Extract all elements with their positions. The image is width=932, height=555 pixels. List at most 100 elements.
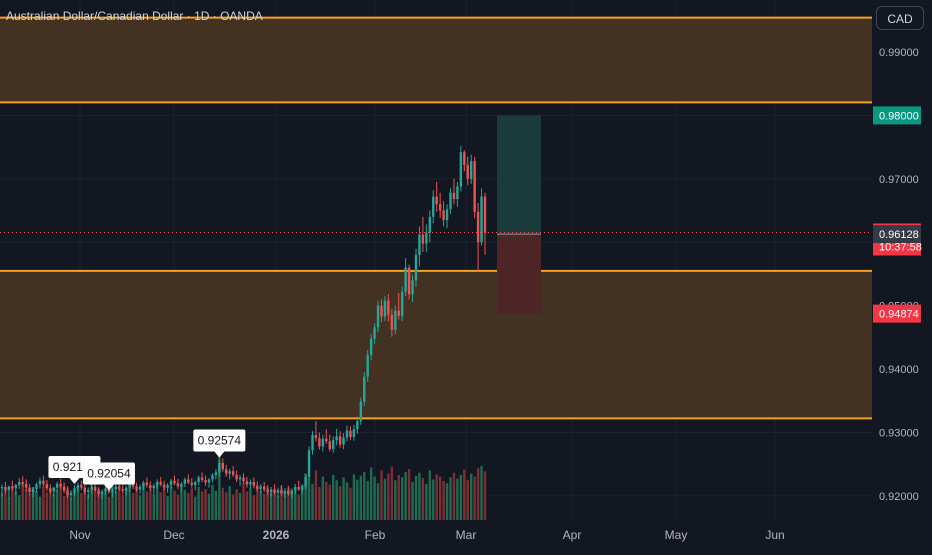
- candle[interactable]: [135, 482, 138, 493]
- candle[interactable]: [49, 484, 52, 494]
- candle[interactable]: [414, 248, 418, 287]
- candle[interactable]: [245, 476, 249, 488]
- candle[interactable]: [225, 464, 228, 477]
- candle[interactable]: [335, 428, 338, 446]
- candle[interactable]: [52, 487, 55, 497]
- candle[interactable]: [159, 476, 162, 487]
- stop-loss-area[interactable]: [497, 234, 541, 314]
- candle[interactable]: [38, 477, 42, 489]
- candle[interactable]: [183, 477, 187, 488]
- candle[interactable]: [11, 480, 14, 491]
- candle[interactable]: [459, 145, 463, 192]
- candle[interactable]: [466, 156, 469, 186]
- candle[interactable]: [349, 426, 352, 441]
- candle[interactable]: [300, 484, 304, 495]
- candle[interactable]: [197, 475, 200, 486]
- candle[interactable]: [69, 490, 73, 501]
- candle[interactable]: [121, 485, 124, 494]
- candle[interactable]: [156, 479, 159, 489]
- candle[interactable]: [369, 334, 373, 361]
- candle[interactable]: [307, 446, 311, 481]
- candle[interactable]: [463, 150, 466, 172]
- candle[interactable]: [438, 192, 442, 219]
- candle[interactable]: [366, 350, 369, 382]
- candle[interactable]: [190, 478, 193, 488]
- price-label-stop[interactable]: 0.94874: [873, 304, 921, 323]
- candle[interactable]: [76, 482, 80, 493]
- candle[interactable]: [31, 487, 35, 498]
- candle[interactable]: [418, 226, 421, 267]
- candle[interactable]: [294, 483, 297, 494]
- currency-button[interactable]: CAD: [876, 6, 924, 30]
- candle[interactable]: [483, 192, 487, 255]
- candle[interactable]: [14, 483, 17, 496]
- candle[interactable]: [470, 154, 473, 184]
- candle[interactable]: [145, 477, 149, 488]
- price-callout[interactable]: 0.92574: [193, 429, 246, 458]
- candle[interactable]: [311, 431, 314, 455]
- candle[interactable]: [421, 216, 425, 252]
- candle[interactable]: [125, 485, 128, 496]
- candle[interactable]: [238, 474, 242, 486]
- candle[interactable]: [166, 483, 169, 493]
- candle[interactable]: [452, 178, 456, 205]
- candle[interactable]: [21, 476, 24, 488]
- candle[interactable]: [180, 481, 183, 492]
- candle[interactable]: [428, 210, 431, 243]
- candle[interactable]: [200, 472, 204, 482]
- candle[interactable]: [138, 484, 142, 494]
- candle[interactable]: [380, 299, 383, 323]
- candle[interactable]: [266, 485, 269, 496]
- candle[interactable]: [314, 421, 318, 442]
- candle[interactable]: [173, 475, 176, 486]
- candle[interactable]: [56, 481, 59, 492]
- candle[interactable]: [304, 473, 307, 490]
- candle[interactable]: [401, 286, 404, 321]
- candle[interactable]: [28, 483, 31, 496]
- candle[interactable]: [425, 224, 428, 252]
- candle[interactable]: [62, 482, 66, 494]
- candle[interactable]: [231, 466, 235, 477]
- candle[interactable]: [338, 431, 342, 448]
- candle[interactable]: [273, 484, 276, 495]
- candle[interactable]: [59, 478, 62, 489]
- candle[interactable]: [114, 483, 118, 494]
- candle[interactable]: [473, 156, 476, 219]
- candle[interactable]: [356, 416, 359, 434]
- candle[interactable]: [97, 487, 100, 498]
- candle[interactable]: [269, 487, 273, 497]
- candle[interactable]: [342, 433, 345, 449]
- candle[interactable]: [187, 474, 190, 484]
- candle[interactable]: [242, 473, 245, 484]
- candle[interactable]: [80, 480, 83, 491]
- candle[interactable]: [373, 323, 376, 344]
- candle[interactable]: [228, 468, 231, 480]
- candle[interactable]: [352, 424, 356, 441]
- candle[interactable]: [221, 458, 224, 472]
- candle[interactable]: [7, 485, 11, 499]
- candle[interactable]: [318, 432, 321, 450]
- candle[interactable]: [256, 481, 259, 492]
- candle[interactable]: [42, 475, 45, 486]
- candle[interactable]: [442, 201, 445, 227]
- candle[interactable]: [18, 478, 21, 489]
- candle[interactable]: [259, 483, 262, 494]
- candle[interactable]: [456, 182, 459, 207]
- candle[interactable]: [45, 480, 49, 491]
- candle[interactable]: [35, 482, 38, 493]
- candle[interactable]: [252, 477, 256, 489]
- candle[interactable]: [432, 190, 435, 224]
- candle[interactable]: [4, 481, 7, 493]
- candle[interactable]: [194, 480, 197, 491]
- candle[interactable]: [345, 425, 349, 442]
- candle[interactable]: [87, 487, 90, 499]
- candle[interactable]: [111, 487, 114, 498]
- candle[interactable]: [387, 294, 390, 322]
- candle[interactable]: [407, 264, 411, 300]
- candle[interactable]: [0, 484, 4, 497]
- candle[interactable]: [73, 485, 76, 497]
- candle[interactable]: [397, 292, 400, 320]
- price-label-target[interactable]: 0.98000: [873, 106, 921, 125]
- candle[interactable]: [152, 483, 155, 494]
- candle[interactable]: [280, 485, 283, 496]
